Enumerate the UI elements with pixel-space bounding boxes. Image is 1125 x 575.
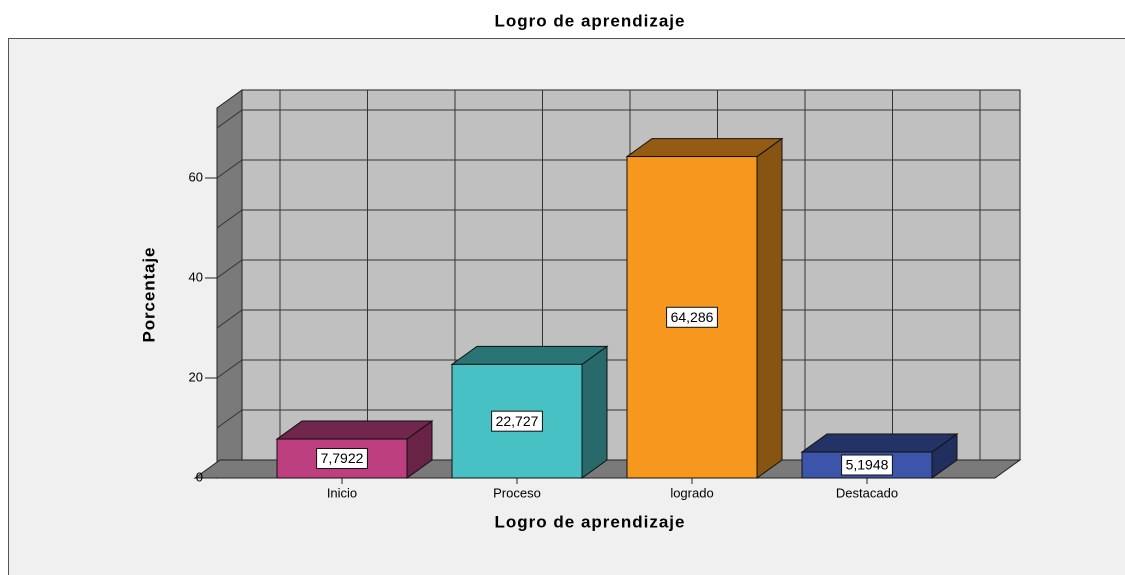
bar xyxy=(276,438,408,479)
x-tick-label: Inicio xyxy=(327,485,357,500)
value-label: 5,1948 xyxy=(846,457,889,473)
value-label: 7,7922 xyxy=(321,450,364,466)
x-tick-label: Destacado xyxy=(836,485,898,500)
y-axis-title: Porcentaje xyxy=(139,248,158,343)
bar-side xyxy=(756,137,783,479)
y-tick-label: 0 xyxy=(196,469,203,484)
x-axis-title: Logro de aprendizaje xyxy=(495,512,686,531)
value-label-box xyxy=(491,410,543,432)
wall-grid-line xyxy=(216,109,243,129)
x-tick-label: Proceso xyxy=(493,485,541,500)
wall-grid-line xyxy=(216,209,243,229)
value-label-box xyxy=(316,448,368,470)
wall-grid-line xyxy=(216,159,243,179)
wall-grid-line xyxy=(216,259,243,279)
value-label-box xyxy=(666,306,718,328)
chart-title: Logro de aprendizaje xyxy=(495,11,686,30)
wall-grid-line xyxy=(216,409,243,429)
value-label: 22,727 xyxy=(496,413,539,429)
bar-top xyxy=(275,420,434,440)
left-wall xyxy=(216,89,243,479)
bar-top xyxy=(450,345,609,365)
bar-top xyxy=(625,138,784,158)
wall-grid-line xyxy=(216,359,243,379)
wall-grid-line xyxy=(216,309,243,329)
y-tick-label: 60 xyxy=(189,169,203,184)
value-label: 64,286 xyxy=(671,309,714,325)
x-tick-label: logrado xyxy=(670,485,713,500)
value-label-box xyxy=(841,454,893,476)
bar-top xyxy=(800,433,959,453)
y-tick-label: 20 xyxy=(189,369,203,384)
bar-side xyxy=(581,345,608,479)
y-tick-label: 40 xyxy=(189,269,203,284)
